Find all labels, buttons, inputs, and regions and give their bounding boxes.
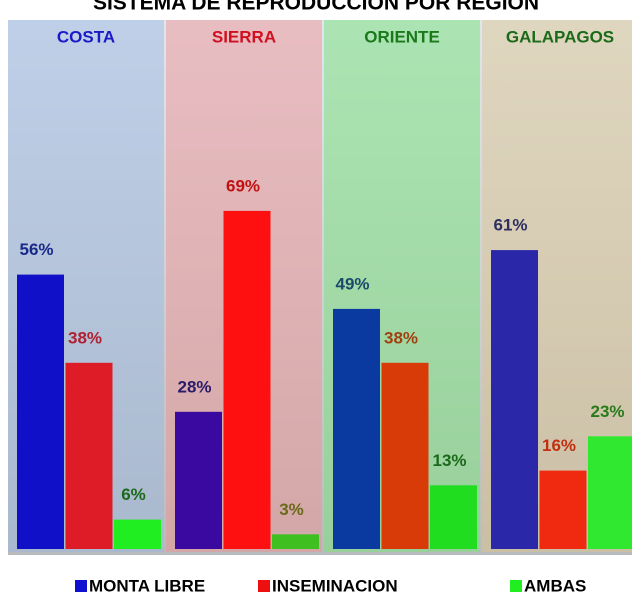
- legend-label: AMBAS: [524, 576, 586, 595]
- bar: [17, 275, 64, 549]
- value-label: 38%: [68, 328, 102, 347]
- chart: SISTEMA DE REPRODUCCION POR REGION COSTA…: [0, 0, 632, 599]
- bar: [114, 520, 161, 549]
- legend-swatch: [510, 580, 522, 592]
- category-label: GALAPAGOS: [506, 27, 614, 46]
- legend-label: INSEMINACION: [272, 576, 398, 595]
- category-label: SIERRA: [212, 27, 276, 46]
- bar: [333, 309, 380, 549]
- value-label: 23%: [590, 402, 624, 421]
- bar: [430, 485, 477, 549]
- value-label: 56%: [19, 240, 53, 259]
- bar: [224, 211, 271, 549]
- value-label: 38%: [384, 328, 418, 347]
- value-label: 16%: [542, 436, 576, 455]
- value-label: 28%: [177, 377, 211, 396]
- legend-swatch: [258, 580, 270, 592]
- bar: [175, 412, 222, 549]
- value-label: 6%: [121, 485, 146, 504]
- bar: [540, 471, 587, 549]
- legend-swatch: [75, 580, 87, 592]
- value-label: 49%: [335, 274, 369, 293]
- bar: [382, 363, 429, 549]
- category-label: COSTA: [57, 27, 115, 46]
- value-label: 69%: [226, 176, 260, 195]
- value-label: 3%: [279, 500, 304, 519]
- bar: [272, 534, 319, 549]
- bar: [66, 363, 113, 549]
- bar: [588, 436, 632, 549]
- legend-label: MONTA LIBRE: [89, 576, 205, 595]
- chart-title: SISTEMA DE REPRODUCCION POR REGION: [93, 0, 539, 15]
- value-label: 61%: [493, 216, 527, 235]
- category-label: ORIENTE: [364, 27, 440, 46]
- value-label: 13%: [432, 451, 466, 470]
- bar: [491, 250, 538, 549]
